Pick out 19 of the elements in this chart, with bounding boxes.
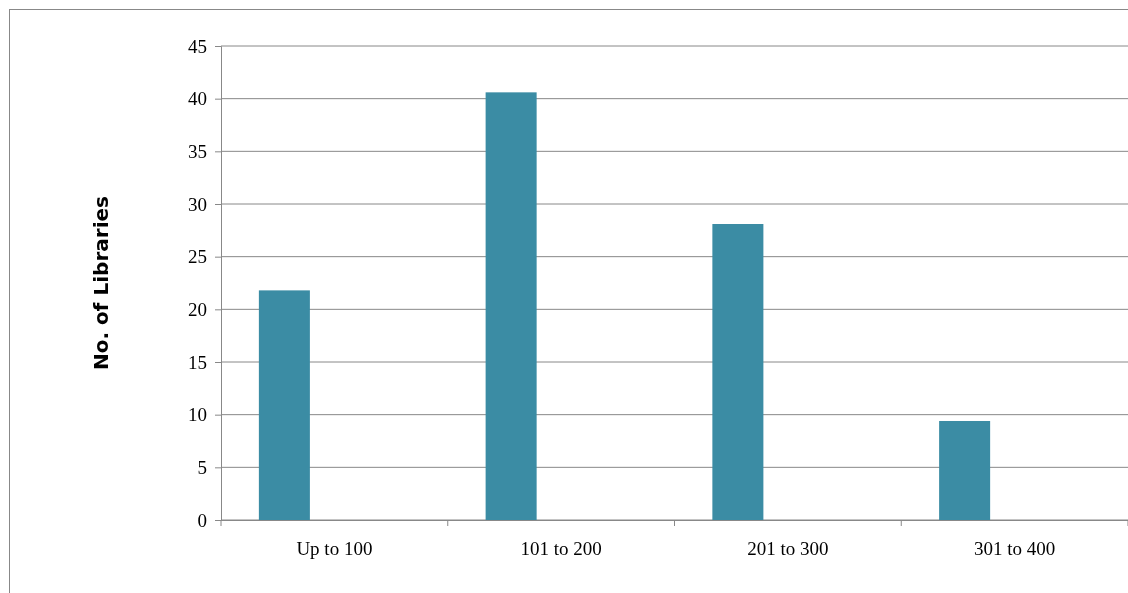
y-tick-label: 5 <box>197 456 207 478</box>
x-tick-label: 201 to 300 <box>747 538 829 560</box>
y-tick-label: 30 <box>188 193 207 215</box>
y-tick-label: 45 <box>188 35 207 57</box>
x-tick-label: Up to 100 <box>296 538 373 560</box>
y-tick-label: 15 <box>188 351 207 373</box>
bar <box>485 92 537 520</box>
bar <box>258 290 310 520</box>
y-tick-label: 20 <box>188 298 207 320</box>
y-tick-label: 35 <box>188 140 207 162</box>
bar <box>939 420 991 520</box>
x-tick-label: 101 to 200 <box>520 538 602 560</box>
y-tick-label: 40 <box>188 88 207 110</box>
y-tick-label: 25 <box>188 246 207 268</box>
y-tick-label: 10 <box>188 404 207 426</box>
y-axis-title: No. of Libraries <box>89 196 113 370</box>
bar <box>712 224 764 520</box>
y-tick-label: 0 <box>197 509 207 531</box>
x-tick-label: 301 to 400 <box>973 538 1056 560</box>
